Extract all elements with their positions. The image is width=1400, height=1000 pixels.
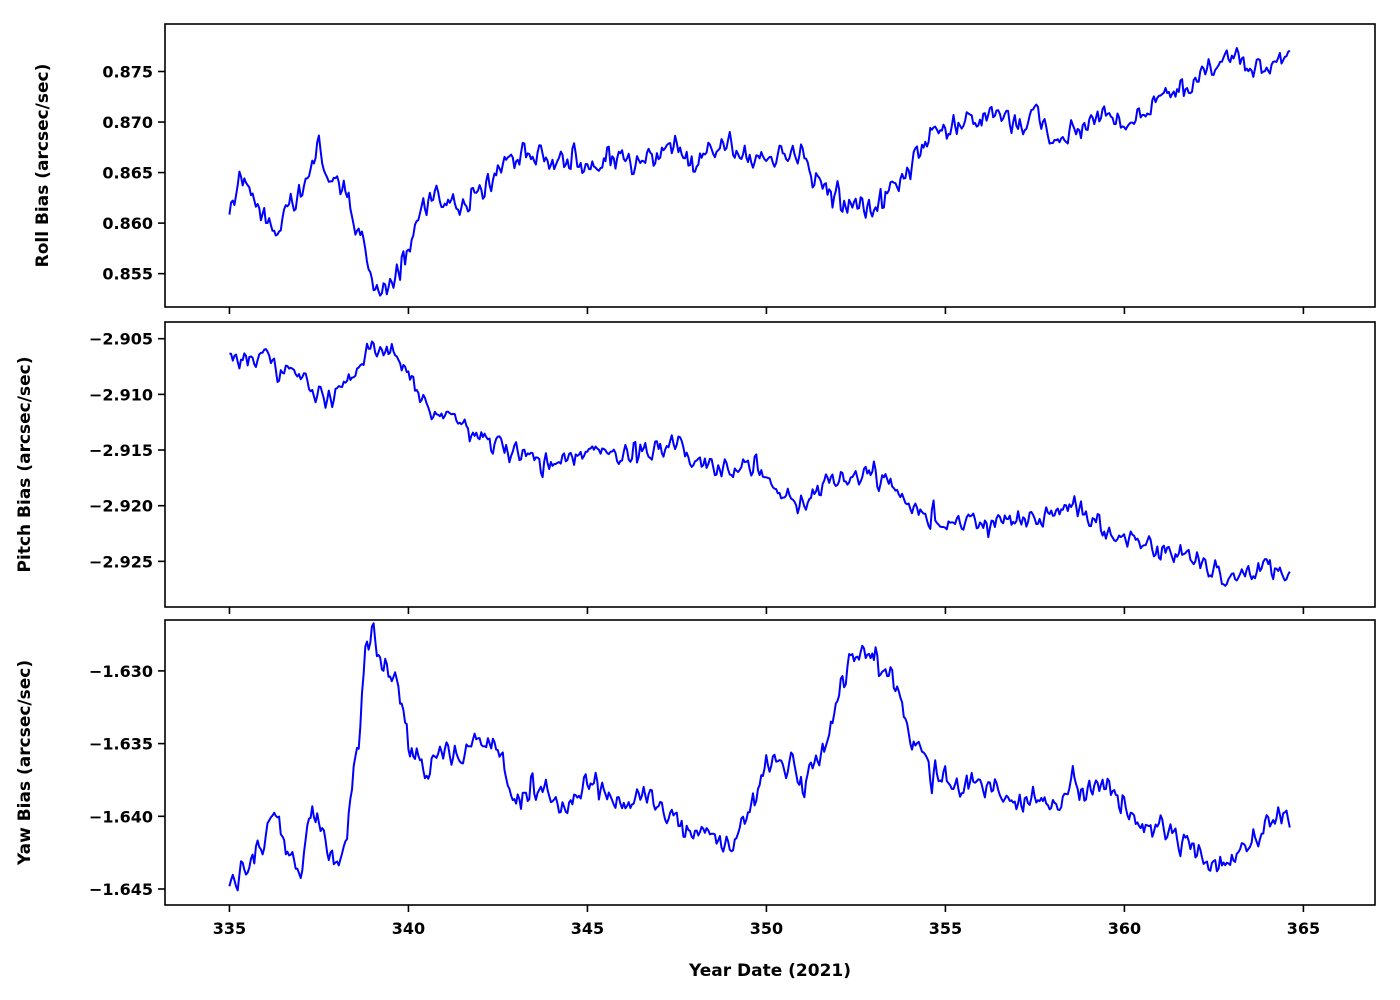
- yaw-x-tick-label: 365: [1287, 919, 1320, 938]
- yaw-x-tick-label: 350: [750, 919, 783, 938]
- yaw-x-tick-label: 345: [571, 919, 604, 938]
- pitch-series-line: [229, 340, 1291, 587]
- yaw-x-tick-label: 335: [213, 919, 246, 938]
- yaw-y-tick-label: −1.645: [89, 880, 153, 899]
- roll-y-axis-label: Roll Bias (arcsec/sec): [33, 64, 53, 268]
- roll-y-tick-label: 0.855: [102, 265, 153, 284]
- x-axis-label: Year Date (2021): [688, 961, 851, 981]
- roll-panel: 0.855 0.860 0.865 0.870 0.875 Roll Bias (arcs…: [33, 23, 1376, 314]
- yaw-y-axis-label: Yaw Bias (arcsec/sec): [15, 660, 35, 866]
- pitch-y-tick-label: −2.925: [89, 552, 153, 571]
- roll-y-tick-label: 0.870: [102, 113, 153, 132]
- yaw-y-tick-label: −1.635: [89, 735, 153, 754]
- pitch-y-tick-label: −2.905: [89, 330, 153, 349]
- yaw-plot-frame: [164, 619, 1376, 906]
- pitch-panel: −2.905 −2.910 −2.915 −2.920 −2.925 Pitch Bias…: [15, 321, 1376, 614]
- yaw-x-tick-label: 340: [392, 919, 425, 938]
- yaw-y-tick-label: −1.630: [89, 662, 153, 681]
- roll-y-tick-label: 0.860: [102, 214, 153, 233]
- yaw-series-line: [228, 622, 1291, 892]
- pitch-plot-frame: [164, 321, 1376, 608]
- pitch-y-tick-label: −2.920: [89, 497, 153, 516]
- yaw-x-tick-label: 355: [929, 919, 962, 938]
- roll-y-tick-label: 0.875: [102, 63, 153, 82]
- roll-series-line: [228, 47, 1291, 297]
- pitch-y-tick-label: −2.910: [89, 385, 153, 404]
- roll-plot-frame: [164, 23, 1376, 308]
- pitch-y-axis-label: Pitch Bias (arcsec/sec): [15, 357, 35, 573]
- pitch-y-tick-label: −2.915: [89, 441, 153, 460]
- yaw-y-tick-label: −1.640: [89, 807, 153, 826]
- roll-y-tick-label: 0.865: [102, 164, 153, 183]
- yaw-x-tick-label: 360: [1108, 919, 1141, 938]
- yaw-panel: 335 340 345 350 355 360 365 −1.630 −1.635 −1.640 −…: [15, 619, 1376, 938]
